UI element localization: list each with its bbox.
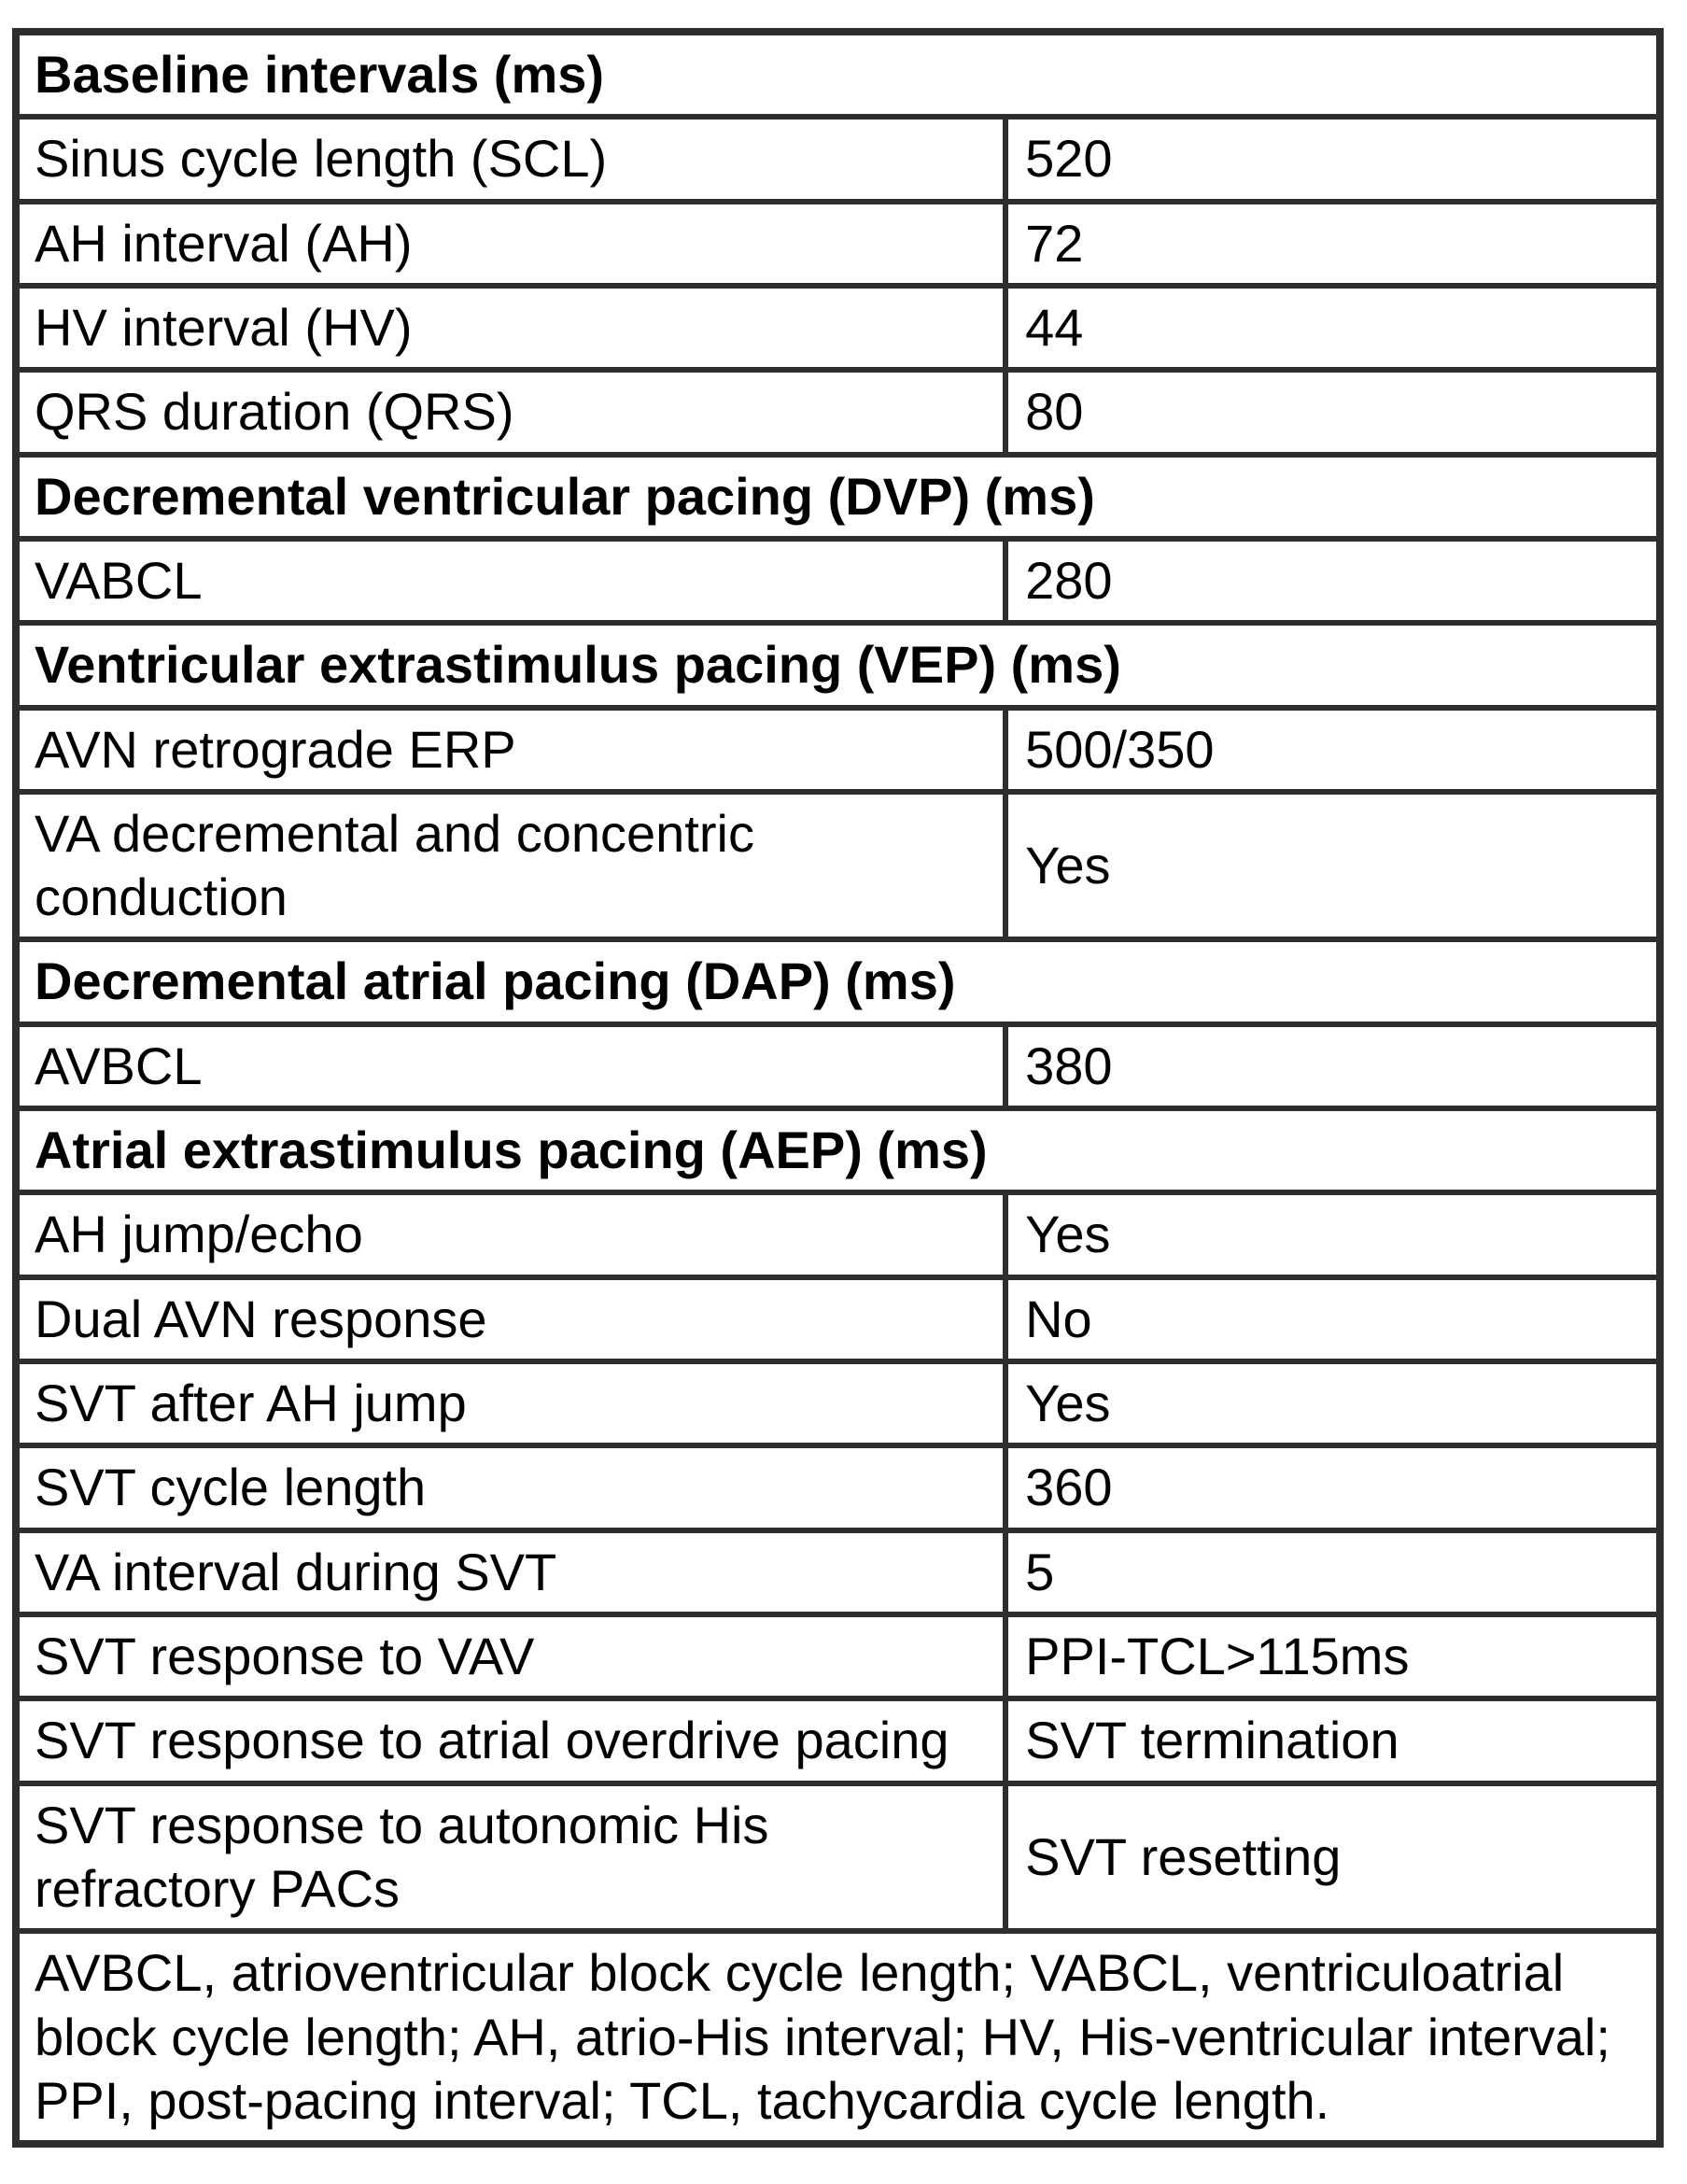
section-header-row: Decremental ventricular pacing (DVP) (ms… xyxy=(13,451,1663,542)
param-label-cell: AH interval (AH) xyxy=(12,198,1009,289)
footnote-cell: AVBCL, atrioventricular block cycle leng… xyxy=(13,1928,1663,2148)
section-title: Decremental atrial pacing (DAP) (ms) xyxy=(13,937,1663,1027)
param-label-cell: VABCL xyxy=(12,535,1009,627)
section-title: Baseline intervals (ms) xyxy=(13,28,1663,120)
section-header-row: Decremental atrial pacing (DAP) (ms) xyxy=(13,937,1663,1027)
footnote-row: AVBCL, atrioventricular block cycle leng… xyxy=(13,1928,1663,2148)
param-label-cell: Sinus cycle length (SCL) xyxy=(12,114,1009,204)
param-label-cell: SVT response to autonomic His refractory… xyxy=(12,1780,1009,1935)
param-value-cell: 520 xyxy=(1003,114,1663,204)
param-value-cell: 5 xyxy=(1003,1527,1663,1617)
param-label-cell: AVBCL xyxy=(12,1021,1009,1112)
table-row: VABCL 280 xyxy=(12,535,1663,627)
section-header-row: Baseline intervals (ms) xyxy=(13,28,1663,120)
param-value-cell: Yes xyxy=(1003,1358,1663,1449)
param-value-cell: SVT resetting xyxy=(1003,1780,1663,1935)
section-title: Decremental ventricular pacing (DVP) (ms… xyxy=(13,451,1663,542)
param-value-cell: 360 xyxy=(1003,1443,1663,1533)
param-value-cell: 72 xyxy=(1003,198,1663,289)
param-value-cell: Yes xyxy=(1003,788,1663,943)
table-row: SVT cycle length 360 xyxy=(12,1443,1663,1533)
ep-study-table-container: Baseline intervals (ms) Sinus cycle leng… xyxy=(12,28,1664,2149)
param-value-cell: 280 xyxy=(1003,535,1663,627)
param-label-cell: SVT cycle length xyxy=(12,1443,1009,1533)
param-label-cell: QRS duration (QRS) xyxy=(12,367,1009,458)
param-value-cell: 80 xyxy=(1003,367,1663,458)
param-label-cell: HV interval (HV) xyxy=(12,282,1009,373)
param-label-cell: AH jump/echo xyxy=(12,1190,1009,1280)
param-value-cell: SVT termination xyxy=(1003,1696,1663,1786)
param-value-cell: No xyxy=(1003,1274,1663,1365)
section-title: Ventricular extrastimulus pacing (VEP) (… xyxy=(13,620,1663,711)
ep-study-results-table: Baseline intervals (ms) Sinus cycle leng… xyxy=(12,28,1664,2149)
table-row: SVT after AH jump Yes xyxy=(12,1358,1663,1449)
table-row: HV interval (HV) 44 xyxy=(12,282,1663,373)
table-row: QRS duration (QRS) 80 xyxy=(12,367,1663,458)
table-row: SVT response to atrial overdrive pacing … xyxy=(12,1696,1663,1786)
table-row: Dual AVN response No xyxy=(12,1274,1663,1365)
param-value-cell: 500/350 xyxy=(1003,704,1663,795)
table-row: AH interval (AH) 72 xyxy=(12,198,1663,289)
table-row: SVT response to VAV PPI-TCL>115ms xyxy=(12,1611,1663,1702)
param-label-cell: SVT response to atrial overdrive pacing xyxy=(12,1696,1009,1786)
section-header-row: Atrial extrastimulus pacing (AEP) (ms) xyxy=(13,1106,1663,1196)
table-row: VA interval during SVT 5 xyxy=(12,1527,1663,1617)
param-label-cell: Dual AVN response xyxy=(12,1274,1009,1365)
param-value-cell: 44 xyxy=(1003,282,1663,373)
table-row: AVN retrograde ERP 500/350 xyxy=(12,704,1663,795)
param-value-cell: 380 xyxy=(1003,1021,1663,1112)
param-value-cell: Yes xyxy=(1003,1190,1663,1280)
section-title: Atrial extrastimulus pacing (AEP) (ms) xyxy=(13,1106,1663,1196)
table-row: SVT response to autonomic His refractory… xyxy=(12,1780,1663,1935)
section-header-row: Ventricular extrastimulus pacing (VEP) (… xyxy=(13,620,1663,711)
param-label-cell: VA decremental and concentric conduction xyxy=(12,788,1009,943)
table-row: AH jump/echo Yes xyxy=(12,1190,1663,1280)
table-row: VA decremental and concentric conduction… xyxy=(12,788,1663,943)
param-value-cell: PPI-TCL>115ms xyxy=(1003,1611,1663,1702)
param-label-cell: VA interval during SVT xyxy=(12,1527,1009,1617)
table-row: AVBCL 380 xyxy=(12,1021,1663,1112)
param-label-cell: SVT after AH jump xyxy=(12,1358,1009,1449)
table-row: Sinus cycle length (SCL) 520 xyxy=(12,114,1663,204)
param-label-cell: AVN retrograde ERP xyxy=(12,704,1009,795)
param-label-cell: SVT response to VAV xyxy=(12,1611,1009,1702)
